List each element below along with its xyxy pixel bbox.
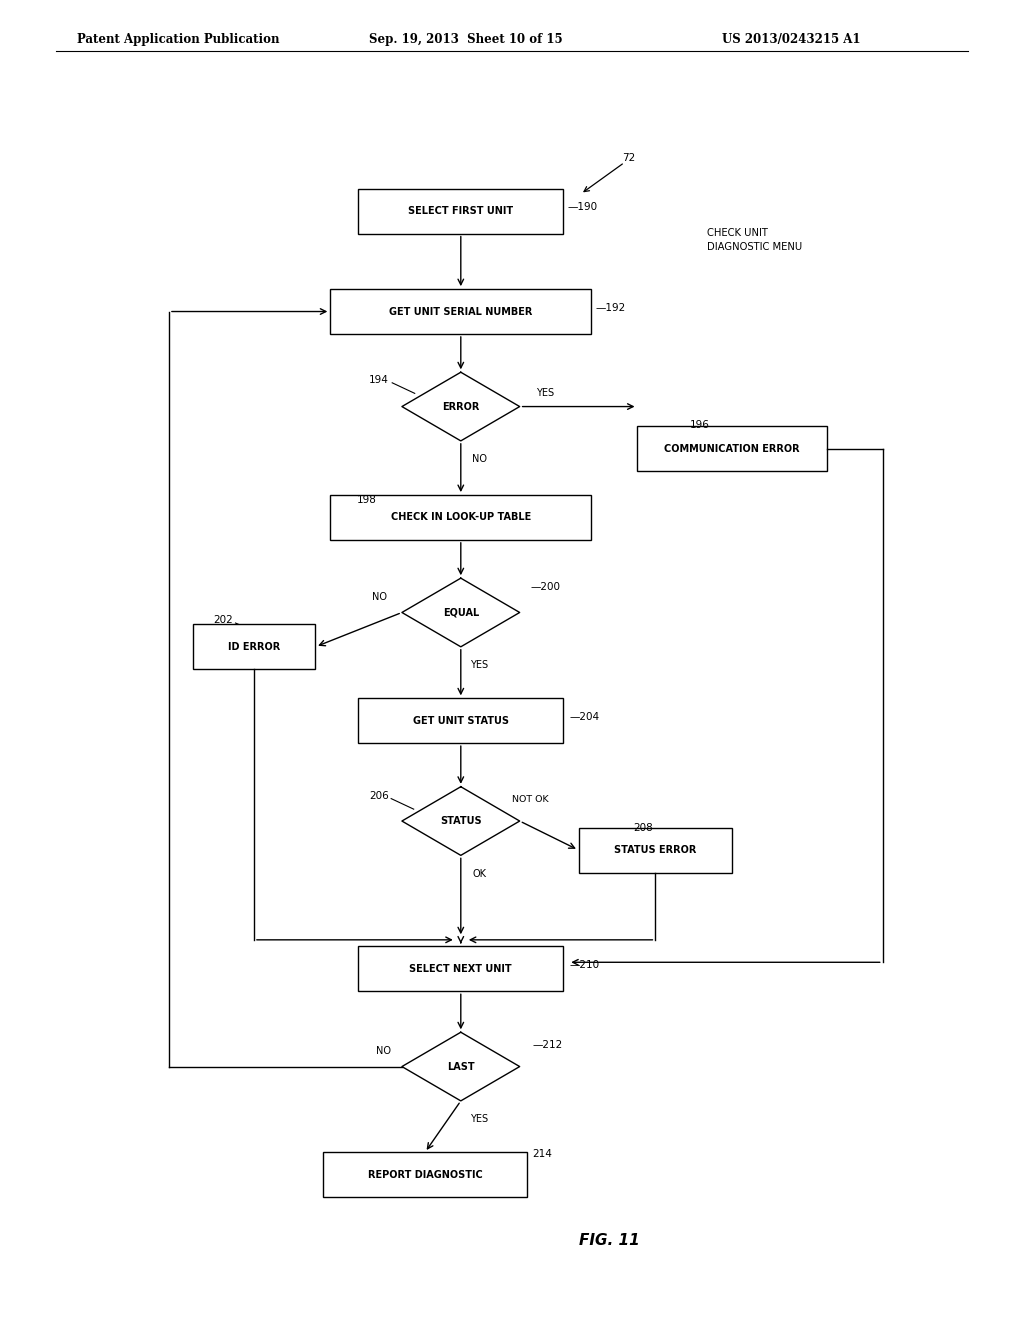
Text: CHECK IN LOOK-UP TABLE: CHECK IN LOOK-UP TABLE: [391, 512, 530, 523]
Text: Patent Application Publication: Patent Application Publication: [77, 33, 280, 46]
Text: 196: 196: [690, 420, 710, 430]
FancyBboxPatch shape: [579, 828, 732, 873]
FancyBboxPatch shape: [637, 426, 826, 471]
Text: YES: YES: [470, 660, 488, 671]
Text: NO: NO: [376, 1045, 391, 1056]
Text: FIG. 11: FIG. 11: [579, 1233, 639, 1249]
Text: GET UNIT SERIAL NUMBER: GET UNIT SERIAL NUMBER: [389, 306, 532, 317]
Text: COMMUNICATION ERROR: COMMUNICATION ERROR: [665, 444, 800, 454]
FancyBboxPatch shape: [358, 189, 563, 234]
Polygon shape: [401, 578, 520, 647]
Text: CHECK UNIT
DIAGNOSTIC MENU: CHECK UNIT DIAGNOSTIC MENU: [707, 228, 802, 252]
Text: YES: YES: [537, 388, 554, 399]
Text: Sep. 19, 2013  Sheet 10 of 15: Sep. 19, 2013 Sheet 10 of 15: [369, 33, 562, 46]
Polygon shape: [401, 787, 520, 855]
Text: LAST: LAST: [447, 1061, 474, 1072]
Text: 214: 214: [532, 1148, 552, 1159]
Text: OK: OK: [472, 869, 486, 879]
Text: NO: NO: [472, 454, 486, 465]
Text: GET UNIT STATUS: GET UNIT STATUS: [413, 715, 509, 726]
FancyBboxPatch shape: [193, 624, 315, 669]
Text: NO: NO: [372, 591, 387, 602]
Text: —190: —190: [567, 202, 597, 213]
Text: 202: 202: [214, 615, 233, 626]
Text: 72: 72: [623, 153, 636, 164]
Text: SELECT NEXT UNIT: SELECT NEXT UNIT: [410, 964, 512, 974]
Text: 208: 208: [633, 822, 652, 833]
Text: EQUAL: EQUAL: [442, 607, 479, 618]
Text: 206: 206: [370, 791, 389, 801]
Text: 194: 194: [370, 375, 389, 385]
Text: ERROR: ERROR: [442, 401, 479, 412]
FancyBboxPatch shape: [330, 289, 592, 334]
Text: —210: —210: [569, 960, 599, 970]
Text: —200: —200: [530, 582, 560, 593]
FancyBboxPatch shape: [323, 1152, 527, 1197]
FancyBboxPatch shape: [358, 946, 563, 991]
Text: SELECT FIRST UNIT: SELECT FIRST UNIT: [409, 206, 513, 216]
FancyBboxPatch shape: [330, 495, 592, 540]
Text: 198: 198: [357, 495, 377, 506]
Polygon shape: [401, 372, 520, 441]
Text: STATUS: STATUS: [440, 816, 481, 826]
Text: STATUS ERROR: STATUS ERROR: [614, 845, 696, 855]
Polygon shape: [401, 1032, 520, 1101]
Text: REPORT DIAGNOSTIC: REPORT DIAGNOSTIC: [368, 1170, 482, 1180]
Text: NOT OK: NOT OK: [512, 796, 548, 804]
Text: —204: —204: [569, 711, 599, 722]
Text: US 2013/0243215 A1: US 2013/0243215 A1: [722, 33, 860, 46]
Text: YES: YES: [470, 1114, 488, 1125]
Text: —212: —212: [532, 1040, 563, 1051]
Text: —192: —192: [596, 302, 627, 313]
Text: ID ERROR: ID ERROR: [227, 642, 281, 652]
FancyBboxPatch shape: [358, 698, 563, 743]
